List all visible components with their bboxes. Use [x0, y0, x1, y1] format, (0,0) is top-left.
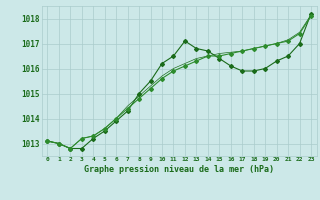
X-axis label: Graphe pression niveau de la mer (hPa): Graphe pression niveau de la mer (hPa): [84, 165, 274, 174]
